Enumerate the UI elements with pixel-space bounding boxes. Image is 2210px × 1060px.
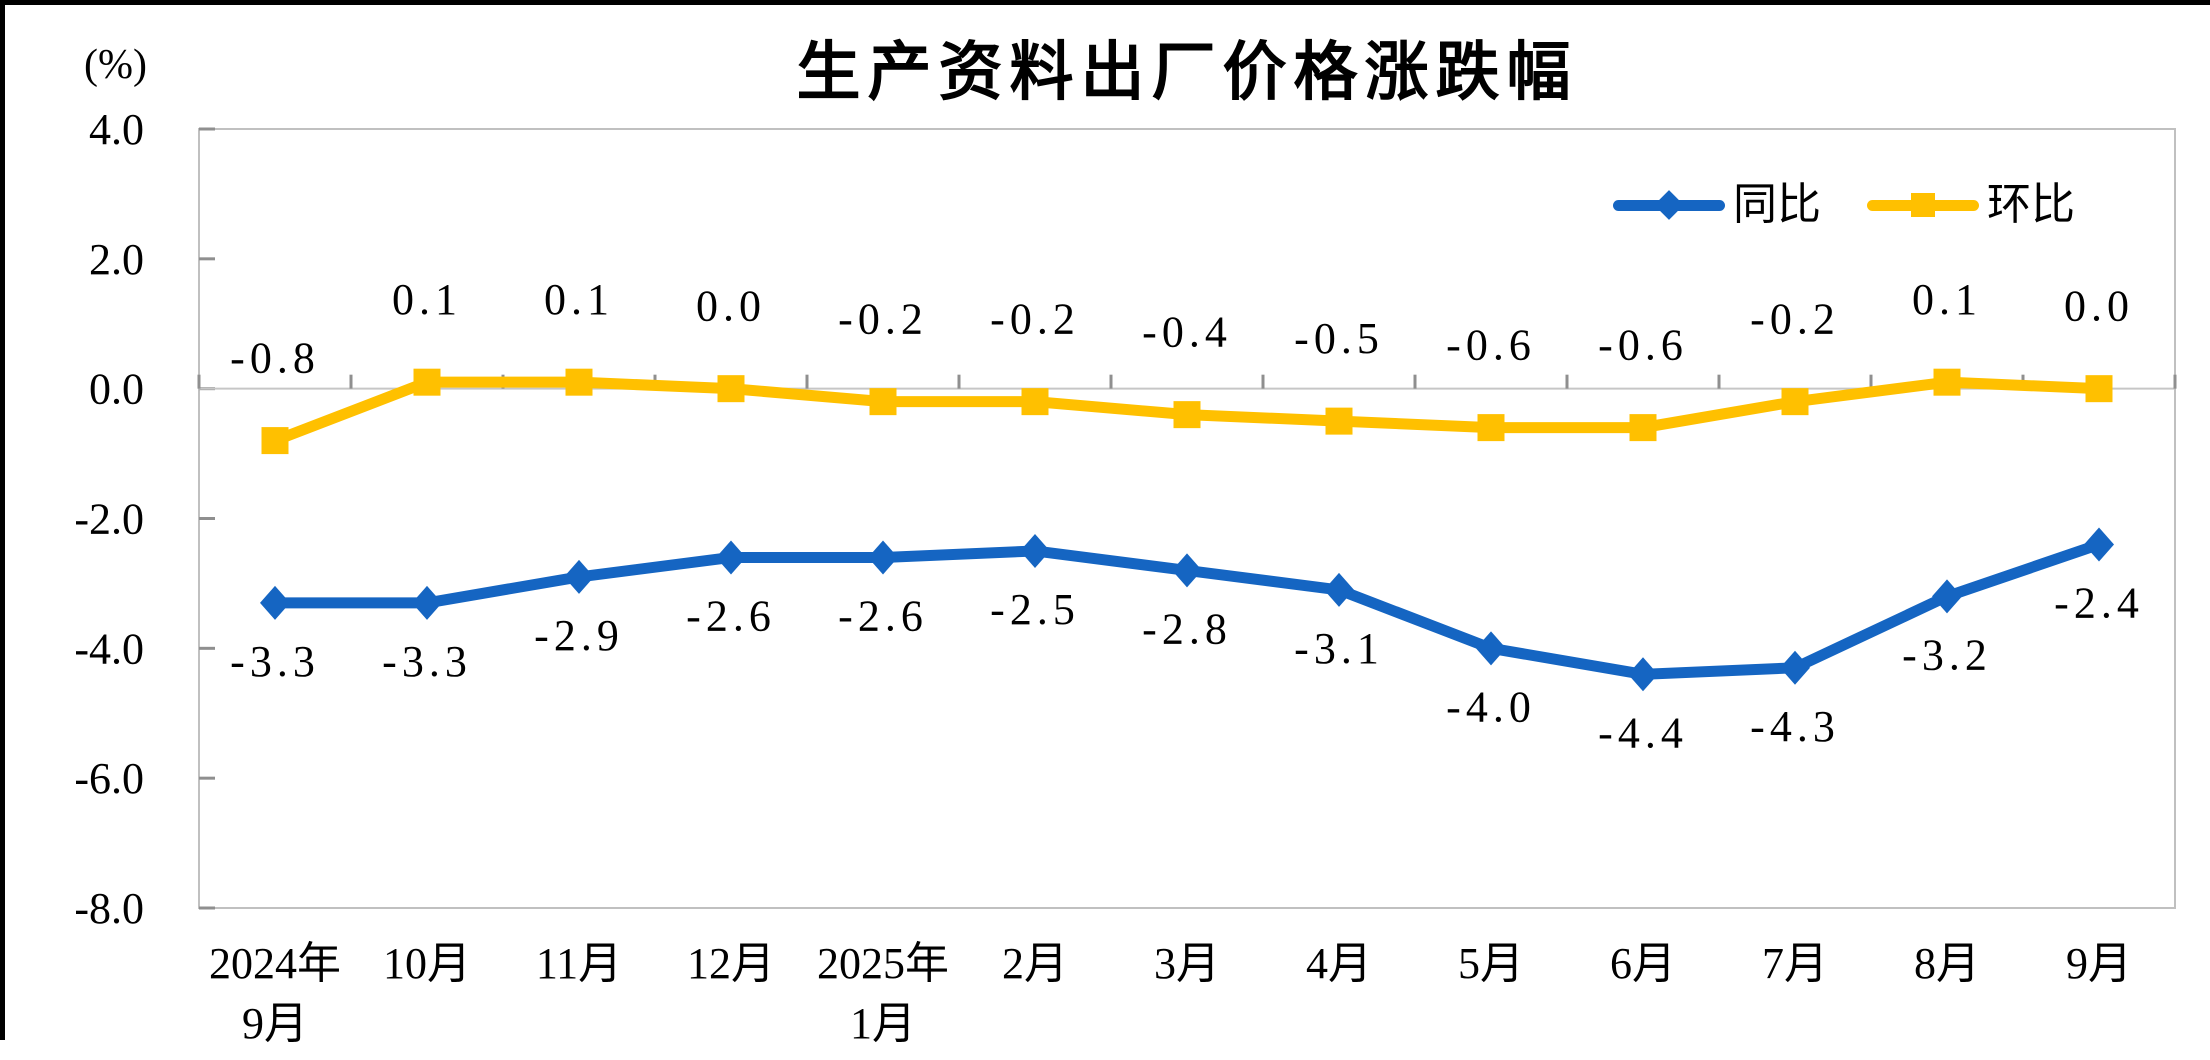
chart-title: 生产资料出厂价格涨跌幅 [796, 36, 1578, 108]
data-label-环比: -0.6 [1446, 321, 1536, 370]
x-axis-label: 2025年 [817, 939, 949, 988]
data-label-同比: -2.9 [534, 611, 624, 660]
diamond-marker-icon [1172, 553, 1202, 588]
legend-line-sample-huanbi [1867, 193, 1979, 217]
diamond-marker-icon [1780, 650, 1810, 685]
y-axis-tick-label: 4.0 [89, 105, 144, 154]
data-label-同比: -2.4 [2054, 578, 2144, 627]
data-label-环比: 0.0 [696, 282, 766, 331]
square-marker-icon [1477, 414, 1505, 442]
x-axis-label-line2: 9月 [242, 999, 308, 1048]
data-label-环比: -0.2 [838, 295, 928, 344]
x-axis-label: 5月 [1458, 939, 1524, 988]
x-axis-label: 12月 [687, 939, 775, 988]
data-label-环比: -0.8 [230, 334, 320, 383]
diamond-marker-icon [2084, 527, 2114, 562]
x-axis-label: 7月 [1762, 939, 1828, 988]
diamond-marker-icon [564, 559, 594, 594]
data-label-同比: -2.6 [838, 591, 928, 640]
x-axis-label: 9月 [2066, 939, 2132, 988]
square-marker-icon [261, 427, 289, 455]
diamond-marker-icon [1628, 657, 1658, 692]
diamond-marker-icon [1324, 572, 1354, 607]
data-label-同比: -3.3 [382, 637, 472, 686]
y-axis-tick-label: -4.0 [74, 624, 144, 673]
y-axis-unit-label: (%) [84, 42, 147, 88]
data-label-同比: -3.3 [230, 637, 320, 686]
y-axis-tick-label: -6.0 [74, 754, 144, 803]
square-marker-icon [1911, 193, 1935, 217]
y-axis-tick-label: -2.0 [74, 495, 144, 544]
data-label-环比: -0.2 [1750, 295, 1840, 344]
data-label-同比: -3.1 [1294, 624, 1384, 673]
square-marker-icon [413, 368, 441, 396]
square-marker-icon [1629, 414, 1657, 442]
legend-item-tongbi: 同比 [1613, 183, 1821, 227]
data-label-同比: -2.5 [990, 585, 1080, 634]
diamond-marker-icon [1476, 631, 1506, 666]
x-axis-label: 4月 [1306, 939, 1372, 988]
data-label-环比: -0.5 [1294, 314, 1384, 363]
square-marker-icon [565, 368, 593, 396]
x-axis-label: 6月 [1610, 939, 1676, 988]
diamond-marker-icon [1020, 533, 1050, 568]
frame-top-border [0, 0, 2210, 5]
diamond-marker-icon [1932, 579, 1962, 614]
data-label-同比: -4.3 [1750, 702, 1840, 751]
square-marker-icon [869, 388, 897, 416]
legend-label-tongbi: 同比 [1733, 180, 1821, 229]
data-label-同比: -4.0 [1446, 682, 1536, 731]
y-axis-tick-label: 0.0 [89, 365, 144, 414]
plot-border [198, 128, 2176, 909]
square-marker-icon [1021, 388, 1049, 416]
data-label-环比: -0.2 [990, 295, 1080, 344]
legend-item-huanbi: 环比 [1867, 183, 2075, 227]
legend-label-huanbi: 环比 [1987, 180, 2075, 229]
x-axis-label: 2024年 [209, 939, 341, 988]
x-axis-label: 10月 [383, 939, 471, 988]
square-marker-icon [1325, 407, 1353, 435]
frame-left-border [0, 0, 5, 1040]
data-label-环比: 0.1 [1912, 275, 1982, 324]
legend: 同比 环比 [1613, 181, 2075, 229]
diamond-marker-icon [868, 540, 898, 575]
data-label-环比: 0.1 [392, 275, 462, 324]
x-axis-label: 8月 [1914, 939, 1980, 988]
data-label-环比: 0.0 [2064, 282, 2134, 331]
square-marker-icon [717, 375, 745, 403]
data-label-同比: -4.4 [1598, 708, 1688, 757]
square-marker-icon [2085, 375, 2113, 403]
data-label-环比: 0.1 [544, 275, 614, 324]
y-axis-tick-label: 2.0 [89, 235, 144, 284]
diamond-marker-icon [260, 585, 290, 620]
legend-line-sample-tongbi [1613, 190, 1725, 220]
data-label-环比: -0.6 [1598, 321, 1688, 370]
x-axis-label: 11月 [536, 939, 622, 988]
diamond-marker-icon [716, 540, 746, 575]
square-marker-icon [1781, 388, 1809, 416]
square-marker-icon [1173, 401, 1201, 429]
data-label-环比: -0.4 [1142, 308, 1232, 357]
square-marker-icon [1933, 368, 1961, 396]
x-axis-label: 3月 [1154, 939, 1220, 988]
x-axis-label: 2月 [1002, 939, 1068, 988]
diamond-marker-icon [412, 585, 442, 620]
data-label-同比: -2.8 [1142, 604, 1232, 653]
x-axis-label-line2: 1月 [850, 999, 916, 1048]
y-axis-tick-label: -8.0 [74, 884, 144, 933]
data-label-同比: -3.2 [1902, 630, 1992, 679]
data-label-同比: -2.6 [686, 591, 776, 640]
